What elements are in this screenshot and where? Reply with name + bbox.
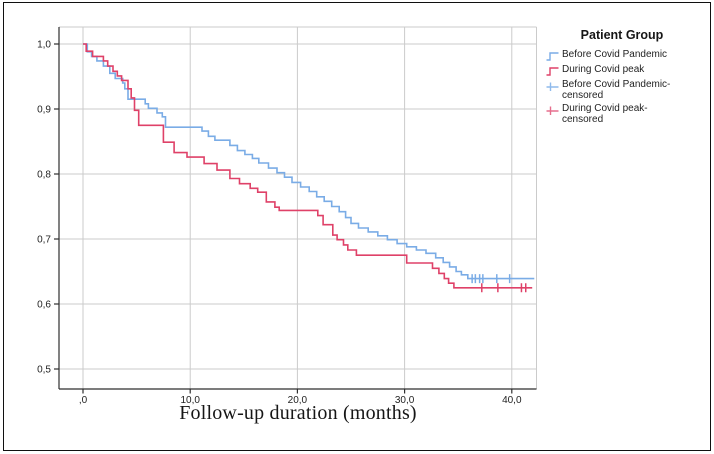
y-tick-label: 0,5 — [37, 365, 51, 376]
legend-item-label: During Covid peak-censored — [562, 103, 648, 125]
legend-item-before-covid-pandemic-censored: Before Covid Pandemic-censored — [546, 79, 710, 101]
legend-item-during-covid-peak: During Covid peak — [546, 64, 710, 77]
y-tick-label: 0,6 — [37, 300, 51, 311]
x-tick-label: ,0 — [79, 395, 88, 406]
censored-plus-icon — [546, 82, 559, 91]
step-line-icon — [546, 52, 559, 61]
legend-item-label: Before Covid Pandemic-censored — [562, 79, 671, 101]
y-tick-label: 0,8 — [37, 170, 51, 181]
legend-title: Patient Group — [580, 28, 664, 42]
survival-curve-before-covid-pandemic — [83, 43, 535, 280]
y-tick-label: 1,0 — [37, 40, 51, 51]
legend-items: Before Covid Pandemic During Covid peak Be… — [546, 49, 710, 125]
legend-item-label: During Covid peak — [562, 64, 645, 75]
legend-item-label: Before Covid Pandemic — [562, 49, 668, 60]
x-tick-label: 30,0 — [395, 395, 415, 406]
legend: Patient Group Before Covid Pandemic Durin… — [546, 28, 710, 127]
x-tick-label: 20,0 — [288, 395, 308, 406]
survival-curve-during-covid-peak — [83, 43, 533, 289]
x-tick-label: 10,0 — [180, 395, 200, 406]
y-tick-label: 0,7 — [37, 235, 51, 246]
step-line-icon — [546, 67, 559, 76]
censored-plus-icon — [546, 106, 559, 115]
y-tick-label: 0,9 — [37, 105, 51, 116]
x-axis-title: Follow-up duration (months) — [179, 402, 417, 424]
legend-item-before-covid-pandemic: Before Covid Pandemic — [546, 49, 710, 62]
x-tick-label: 40,0 — [502, 395, 522, 406]
legend-item-during-covid-peak-censored: During Covid peak-censored — [546, 103, 710, 125]
